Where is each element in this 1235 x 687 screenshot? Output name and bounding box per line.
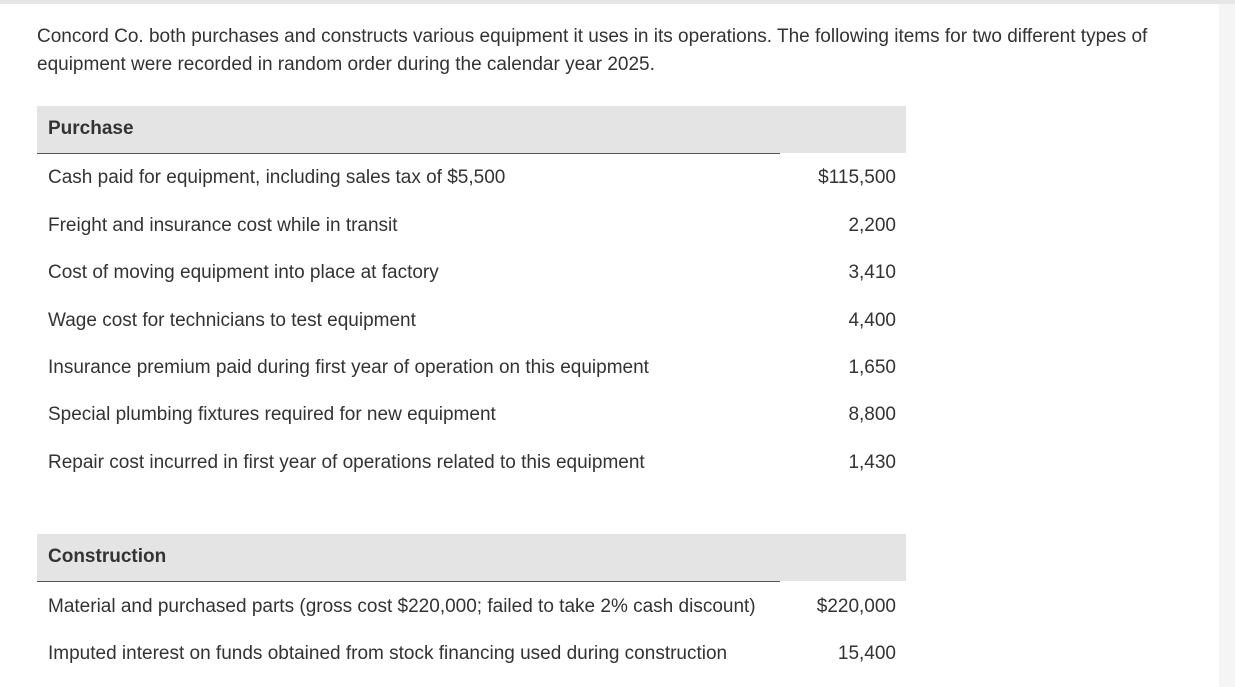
item-amount: $115,500 bbox=[818, 167, 896, 188]
item-label: Insurance premium paid during first year… bbox=[48, 357, 649, 378]
item-amount: 15,400 bbox=[837, 643, 896, 664]
table-row: Repair cost incurred in first year of op… bbox=[37, 450, 906, 476]
item-label: Imputed interest on funds obtained from … bbox=[48, 643, 728, 664]
item-label: Freight and insurance cost while in tran… bbox=[48, 215, 398, 236]
table-row: Cost of moving equipment into place at f… bbox=[37, 260, 906, 286]
item-amount: 8,800 bbox=[848, 404, 896, 425]
problem-intro: Concord Co. both purchases and construct… bbox=[37, 26, 1148, 75]
purchase-section-rule bbox=[37, 153, 780, 154]
top-divider bbox=[0, 0, 1235, 4]
item-label: Cash paid for equipment, including sales… bbox=[48, 167, 506, 188]
item-label: Special plumbing fixtures required for n… bbox=[48, 404, 496, 425]
table-row: Special plumbing fixtures required for n… bbox=[37, 402, 906, 428]
table-row: Material and purchased parts (gross cost… bbox=[37, 594, 906, 620]
item-amount: 1,430 bbox=[848, 452, 896, 473]
construction-section-header: Construction bbox=[37, 534, 906, 581]
table-row: Wage cost for technicians to test equipm… bbox=[37, 308, 906, 334]
item-label: Material and purchased parts (gross cost… bbox=[48, 596, 756, 617]
item-amount: $220,000 bbox=[816, 596, 896, 617]
item-amount: 4,400 bbox=[848, 310, 896, 331]
item-amount: 1,650 bbox=[848, 357, 896, 378]
item-label: Cost of moving equipment into place at f… bbox=[48, 262, 439, 283]
table-row: Imputed interest on funds obtained from … bbox=[37, 641, 906, 667]
item-amount: 3,410 bbox=[848, 262, 896, 283]
construction-section-title: Construction bbox=[48, 546, 167, 567]
table-row: Insurance premium paid during first year… bbox=[37, 355, 906, 381]
purchase-section-header: Purchase bbox=[37, 106, 906, 153]
construction-section-rule bbox=[37, 581, 780, 582]
item-label: Wage cost for technicians to test equipm… bbox=[48, 310, 416, 331]
purchase-section-title: Purchase bbox=[48, 118, 134, 139]
page-gutter bbox=[1219, 4, 1235, 687]
item-label: Repair cost incurred in first year of op… bbox=[48, 452, 645, 473]
table-row: Cash paid for equipment, including sales… bbox=[37, 165, 906, 191]
table-row: Freight and insurance cost while in tran… bbox=[37, 213, 906, 239]
item-amount: 2,200 bbox=[848, 215, 896, 236]
